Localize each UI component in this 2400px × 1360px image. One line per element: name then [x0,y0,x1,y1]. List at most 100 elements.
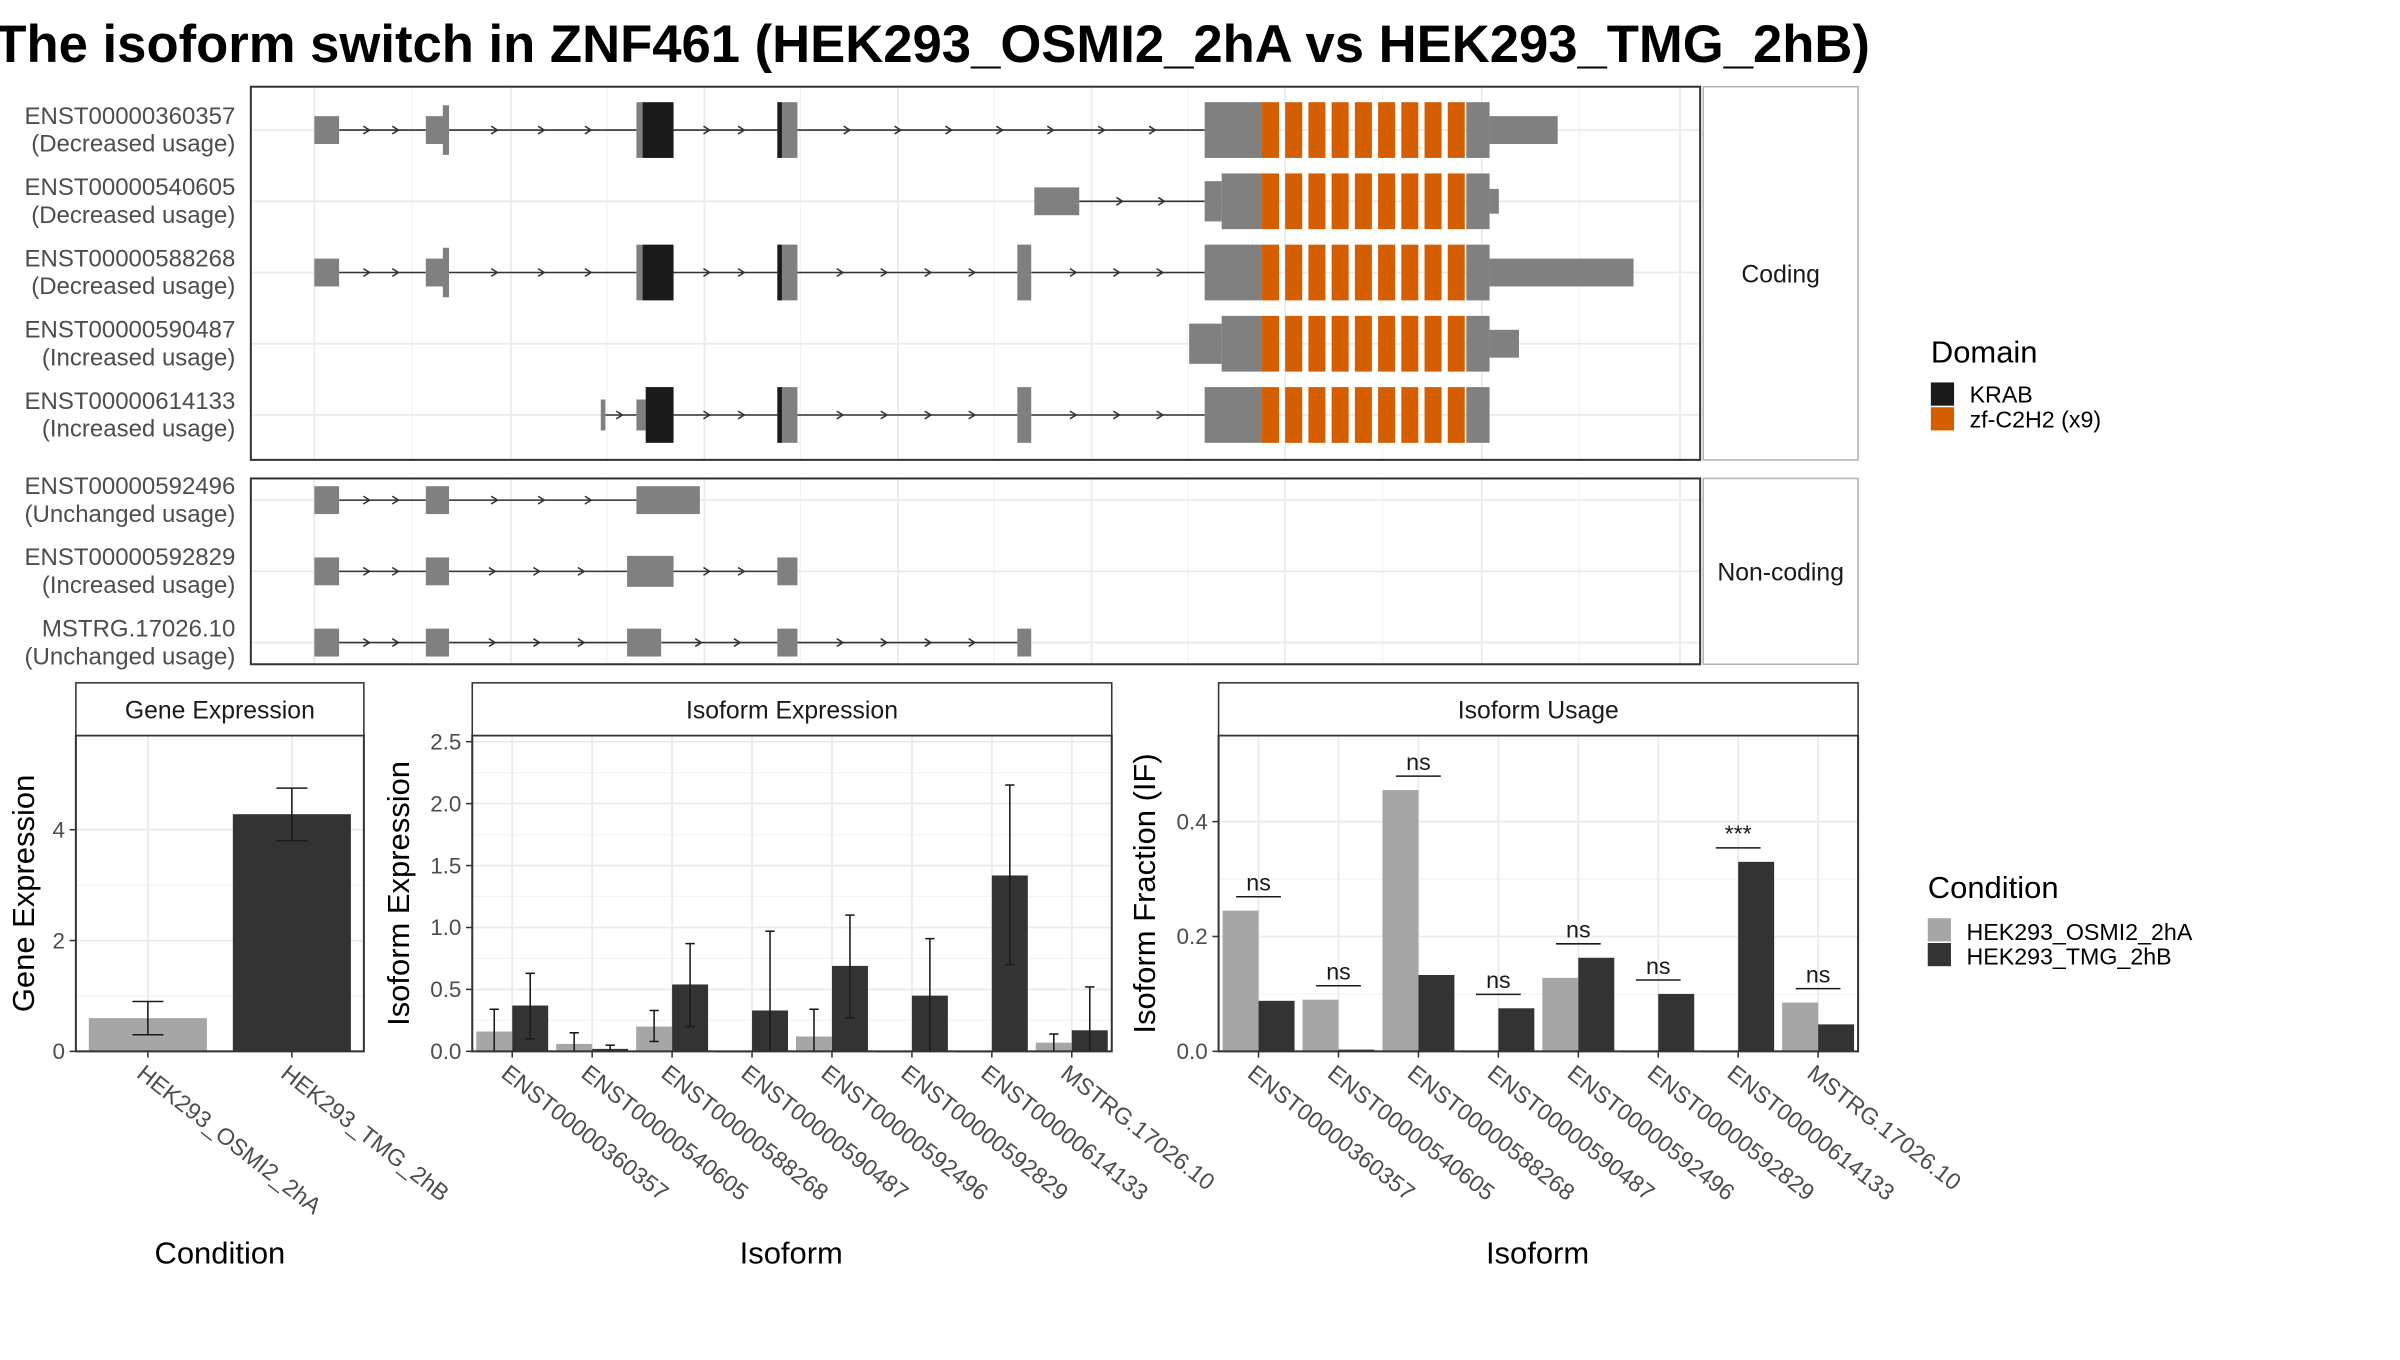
intron-arrow [1069,410,1078,420]
exon-block [1221,315,1262,372]
exon-block [1489,188,1499,214]
y-tick-label: 2.5 [430,729,461,754]
y-tick-label: 0 [53,1039,65,1064]
zf-c2h2-domain [1331,244,1349,301]
bar-tmg [1418,974,1455,1052]
intron-arrow [362,267,372,278]
domain-legend: Domain KRAB zf-C2H2 (x9) [1930,334,2102,432]
intron-arrow [733,638,742,648]
krab-domain [642,244,674,301]
intron-arrow [362,495,372,505]
intron-arrow [945,125,954,135]
exon-block [1204,102,1262,158]
zf-c2h2-domain [1331,315,1349,372]
exon-block [1489,258,1634,287]
zf-c2h2-domain [1378,173,1396,230]
zf-c2h2-domain [1285,173,1303,230]
intron-arrow [391,566,400,576]
isoform-usage-label: (Increased usage) [42,416,235,443]
exon-block [781,102,798,158]
zf-c2h2-domain [1331,102,1349,158]
y-tick-label: 1.0 [430,915,461,940]
exon-block [1466,387,1490,443]
exon-block [777,557,798,586]
domain-legend-title: Domain [1931,334,2038,369]
intron-arrow [1112,267,1121,278]
isoform-id-label: ENST00000590487 [25,317,236,344]
intron-arrow [737,125,746,135]
zf-c2h2-domain [1447,102,1465,158]
x-axis-title: Isoform [740,1235,843,1270]
legend-key-zf-c2h2 [1930,407,1955,431]
exon-block [425,116,446,145]
intron-arrow [843,125,852,135]
zf-c2h2-domain [1308,102,1326,158]
intron-arrow [362,638,372,648]
y-tick-label: 1.5 [430,853,461,878]
krab-domain [777,244,782,301]
transcript-structure-plot: CodingNon-codingENST00000360357(Decrease… [25,85,1859,670]
zf-c2h2-domain [1354,315,1372,372]
intron-arrow [615,410,624,420]
intron-arrow [537,267,546,278]
exon-block [781,244,798,301]
zf-c2h2-domain [1261,102,1279,158]
isoform-id-label: ENST00000540605 [25,174,236,201]
intron-arrow [391,638,400,648]
intron-arrow [737,410,746,420]
intron-arrow [391,495,400,505]
facet-strip [1702,477,1859,666]
exon-block [781,387,798,443]
intron-arrow [533,566,542,576]
intron-arrow [880,267,889,278]
zf-c2h2-domain [1447,244,1465,301]
legend-label-tmg: HEK293_TMG_2hB [1966,944,2171,970]
y-axis-title: Isoform Expression [381,761,416,1026]
facet-strip [1702,85,1859,461]
zf-c2h2-domain [1401,315,1419,372]
legend-key-osmi2 [1927,918,1951,942]
isoform-usage-label: (Decreased usage) [31,273,235,300]
isoform-id-label: MSTRG.17026.10 [42,615,235,642]
significance-label: *** [1725,821,1752,847]
intron-arrow [362,566,372,576]
bar-tmg [1818,1024,1855,1052]
intron-arrow [584,495,593,505]
zf-c2h2-domain [1401,244,1419,301]
intron-arrow [537,125,546,135]
y-tick-label: 4 [53,817,65,842]
intron-arrow [694,638,703,648]
legend-label-zf-c2h2: zf-C2H2 (x9) [1970,406,2102,432]
zf-c2h2-domain [1378,102,1396,158]
intron-arrow [490,125,499,135]
y-tick-label: 0.2 [1177,924,1208,949]
zf-c2h2-domain [1308,387,1326,443]
y-tick-label: 0.4 [1177,809,1208,834]
facet-label: Non-coding [1717,560,1844,587]
exon-block [1034,187,1080,216]
isoform-usage-label: (Decreased usage) [31,131,235,158]
significance-label: ns [1566,917,1591,943]
intron-arrow [1156,410,1165,420]
intron-arrow [836,267,845,278]
intron-arrow [894,125,903,135]
intron-arrow [1156,267,1165,278]
isoform-usage-label: (Unchanged usage) [25,643,236,670]
intron-arrow [703,566,712,576]
significance-label: ns [1646,953,1671,979]
intron-arrow [1115,196,1125,206]
intron-arrow [737,267,746,278]
intron-arrow [488,566,497,576]
isoform-id-label: ENST00000588268 [25,245,236,272]
exon-block [314,258,340,287]
exon-block [1221,173,1262,230]
intron-arrow [1097,125,1106,135]
x-axis-title: Isoform [1486,1235,1589,1270]
intron-arrow [703,267,712,278]
legend-key-krab [1930,382,1955,406]
intron-arrow [968,410,977,420]
intron-arrow [391,125,400,135]
zf-c2h2-domain [1354,173,1372,230]
zf-c2h2-domain [1331,173,1349,230]
